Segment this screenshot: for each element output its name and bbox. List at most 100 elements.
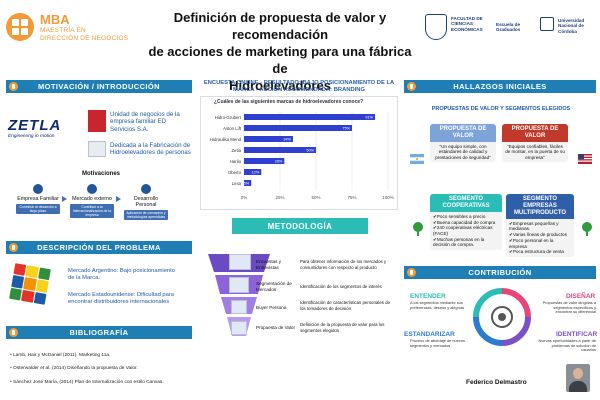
motivacion-mercado-externo: Mercado externo Contribuir a la internac… xyxy=(70,184,114,219)
tree-icon xyxy=(413,222,423,236)
chart-category-label: Harilo xyxy=(230,159,242,164)
author-name: Federico Delmastro xyxy=(466,379,527,386)
contribution-cycle xyxy=(473,288,531,346)
contribucion-entender-desc: A los segmentos mediante sus preferencia… xyxy=(410,300,465,310)
buyer-persona-illustration xyxy=(231,300,247,314)
chart-bar xyxy=(244,147,316,153)
survey-heading: ENCUESTA ONLINE - RESULTADO: BAJO POSICI… xyxy=(203,80,395,94)
contribucion-disenar: DISEÑAR xyxy=(566,293,596,300)
segment-cooperativas: SEGMENTO COOPERATIVAS ✔Poco sensibles a … xyxy=(430,194,502,251)
unc-logo-icon xyxy=(540,17,554,31)
chart-data-label: 91% xyxy=(365,116,373,120)
chart-tick-label: 0% xyxy=(241,195,248,200)
survey-illustration xyxy=(229,254,251,270)
value-proposition-illustration xyxy=(231,321,247,335)
book-icon xyxy=(9,328,18,337)
lightbulb-icon xyxy=(407,268,416,277)
chart-category-label: Lesa xyxy=(232,181,242,186)
chart-bar xyxy=(244,169,262,175)
chart-category-label: Oberto xyxy=(228,170,242,175)
problema-argentina: Mercado Argentino: Bajo posicionamiento … xyxy=(68,268,175,282)
search-icon xyxy=(407,82,416,91)
chart-data-label: 50% xyxy=(306,149,314,153)
bibliografia-item: Sánchez José María, (2014) Plan de Inter… xyxy=(10,380,164,385)
chart-question: ¿Cuáles de las siguientes marcas de hidr… xyxy=(214,99,364,105)
chart-tick-label: 50% xyxy=(311,195,320,200)
info-icon xyxy=(9,82,18,91)
segmentation-illustration xyxy=(229,277,249,293)
motivaciones-title: Motivaciones xyxy=(82,171,121,177)
contribucion-identificar-desc: Nuevas oportunidades a partir de problem… xyxy=(538,338,596,353)
section-contribucion: CONTRIBUCIÓN xyxy=(404,266,596,279)
company-building-image xyxy=(88,110,106,132)
segment-item: ✔Empresas pequeñas y medianas. xyxy=(509,220,559,232)
globe-icon xyxy=(87,184,97,194)
author-photo xyxy=(566,364,590,392)
tree-icon xyxy=(582,222,592,236)
section-hallazgos: HALLAZGOS INICIALES xyxy=(404,80,596,93)
contribucion-estandarizar: ESTANDARIZAR xyxy=(404,331,455,338)
segment-item: ✔Poca estructura de venta xyxy=(509,249,564,255)
chart-bar xyxy=(244,158,285,164)
value-prop-usa: PROPUESTA DE VALOR "Equipos confiables, … xyxy=(502,124,568,163)
hydroelevator-image xyxy=(88,141,106,157)
chart-data-label: 75% xyxy=(342,127,350,131)
cycle-segment-entender xyxy=(473,288,503,318)
contribucion-identificar: IDENTIFICAR xyxy=(556,331,598,338)
propuestas-title: PROPUESTAS DE VALOR Y SEGMENTOS ELEGIDOS xyxy=(431,106,571,112)
chart-data-label: 5% xyxy=(244,182,250,186)
mba-logo: MBA MAESTRÍA EN DIRECCIÓN DE NEGOCIOS xyxy=(6,6,156,48)
chart-bar xyxy=(244,180,252,186)
usa-flag-icon xyxy=(578,154,592,164)
chart-data-label: 34% xyxy=(283,138,291,142)
motivacion-desarrollo-personal: Desarrollo Personal Aplicación de concep… xyxy=(124,184,168,221)
contribucion-estandarizar-desc: Proceso de abordaje de nuevos segmentos … xyxy=(410,338,465,348)
section-bibliografia: BIBLIOGRAFÍA xyxy=(6,326,192,339)
value-prop-argentina: PROPUESTA DE VALOR "Un equipo simple, co… xyxy=(430,124,496,163)
chart-category-label: Hidro-Grubert xyxy=(215,115,242,120)
university-crest-icon xyxy=(425,14,447,40)
metodologia-step-label: Buyer Persona xyxy=(256,305,287,310)
segment-item: ✔Poco personal en la empresa xyxy=(509,237,554,249)
gear-icon xyxy=(491,306,513,328)
segment-item: ✔Muchas personas en la decisión de compr… xyxy=(433,236,485,248)
segment-item: ✔Poco sensibles a precio xyxy=(433,213,486,219)
chart-data-label: 12% xyxy=(252,171,260,175)
chart-tick-label: 25% xyxy=(275,195,284,200)
metodologia-step-desc: Identificación de características person… xyxy=(300,300,391,311)
argentina-flag-icon xyxy=(410,154,424,164)
metodologia-step-desc: Identificación de los segmentos de inter… xyxy=(300,284,382,289)
intro-business-unit: Unidad de negocios de la empresa familia… xyxy=(110,111,180,133)
chart-tick-label: 100% xyxy=(382,195,394,200)
metodologia-step-desc: Definición de la propuesta de valor para… xyxy=(300,322,385,333)
problema-estados-unidos: Mercado Estadounidense: Dificultad para … xyxy=(68,292,175,306)
warning-icon xyxy=(9,243,18,252)
chart-bar xyxy=(244,136,293,142)
chart-category-label: Zetla xyxy=(231,148,241,153)
segment-multiproducto: SEGMENTO EMPRESAS MULTIPRODUCTO ✔Empresa… xyxy=(506,194,574,258)
intro-manufacturing: Dedicada a la Fabricación de Hidroelevad… xyxy=(110,142,191,157)
cycle-segment-estandarizar xyxy=(473,316,503,346)
program-line-1: MAESTRÍA EN xyxy=(40,27,86,35)
brand-awareness-chart: 0% 25% 50% 75% 100% Hidro-Grubert 91% Aston Lif… xyxy=(210,112,394,200)
chart-bar xyxy=(244,125,352,131)
arrow-right-icon xyxy=(116,196,121,202)
chart-tick-label: 75% xyxy=(347,195,356,200)
cycle-segment-disenar xyxy=(501,288,531,318)
poster-title: Definición de propuesta de valor y recom… xyxy=(148,10,412,93)
faculty-name: FACULTAD DE CIENCIAS ECONÓMICAS xyxy=(451,16,483,32)
chart-category-label: Aston Lift xyxy=(223,126,242,131)
graduate-school-name: Escuela de Graduados xyxy=(496,22,521,33)
contribucion-entender: ENTENDER xyxy=(410,293,446,300)
rubik-cube-image xyxy=(9,263,51,305)
program-line-2: DIRECCIÓN DE NEGOCIOS xyxy=(40,34,129,42)
university-name: Universidad Nacional de Córdoba xyxy=(558,18,585,34)
segment-item: ✔240 cooperativas eléctricas (FACE) xyxy=(433,225,493,236)
motivacion-empresa-familiar: Empresa Familiar Contribuir al desarroll… xyxy=(16,184,60,215)
metodologia-step-desc: Para obtener información de los mercados… xyxy=(300,259,387,270)
bibliografia-item: Lamb, Hair y McDaniel (2011). Marketing … xyxy=(10,353,110,358)
contribucion-disenar-desc: Propuestas de valor dirigidas a segmento… xyxy=(542,300,596,315)
chart-data-label: 28% xyxy=(275,160,283,164)
person-icon xyxy=(141,184,151,194)
mba-logo-icon xyxy=(6,13,34,41)
